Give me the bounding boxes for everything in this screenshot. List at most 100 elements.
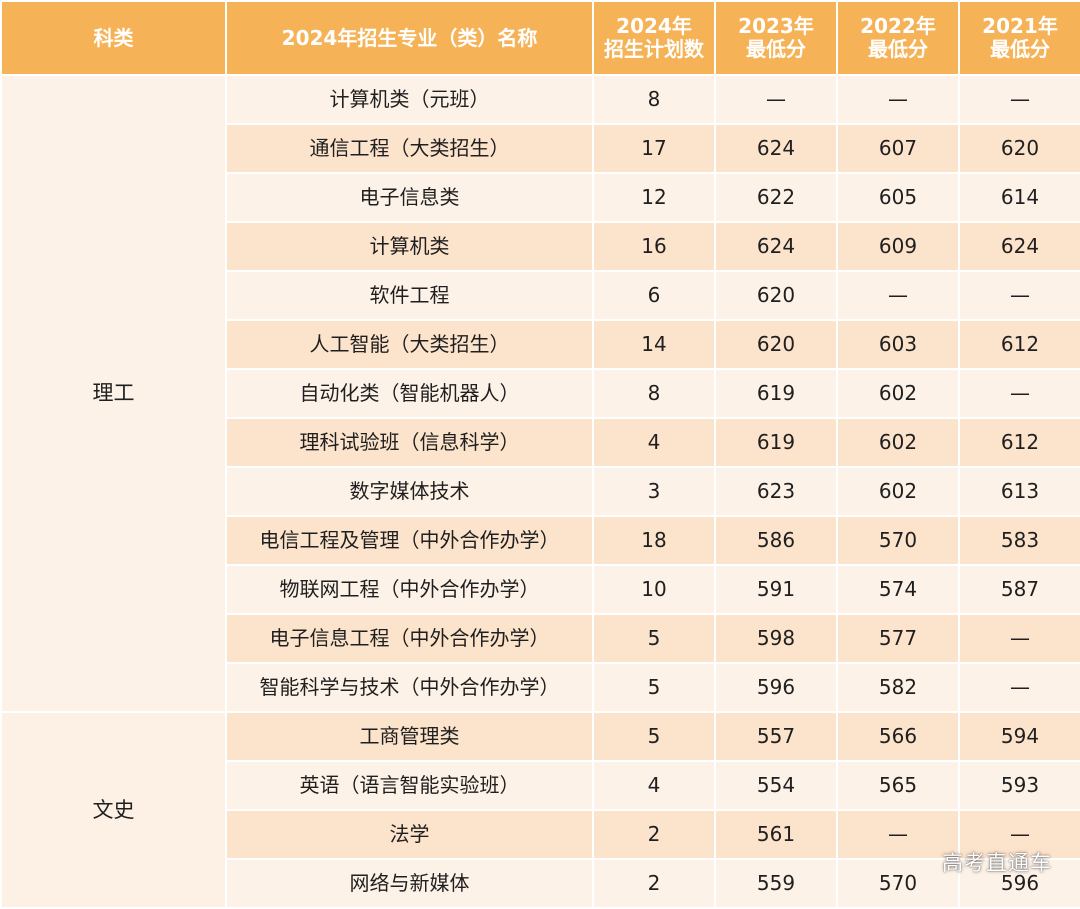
score-2022-cell: 602 bbox=[836, 466, 960, 517]
category-cell: 文史 bbox=[0, 711, 227, 909]
score-2023-cell: 559 bbox=[714, 858, 838, 909]
major-cell: 工商管理类 bbox=[225, 711, 594, 762]
score-2022-cell: 565 bbox=[836, 760, 960, 811]
table-row: 电子信息类 12 622 605 614 bbox=[1, 172, 1080, 223]
score-2022-cell: 603 bbox=[836, 319, 960, 370]
table-row: 自动化类（智能机器人） 8 619 602— bbox=[1, 368, 1080, 419]
major-cell: 网络与新媒体 bbox=[225, 858, 594, 909]
score-2023-cell: 596 bbox=[714, 662, 838, 713]
score-2021-cell: 620 bbox=[958, 123, 1080, 174]
score-2022-cell: 570 bbox=[836, 858, 960, 909]
score-2021-cell: 594 bbox=[958, 711, 1080, 762]
plan-cell: 3 bbox=[592, 466, 716, 517]
table-row: 文史 工商管理类 5 557 566 594 bbox=[0, 711, 1080, 909]
plan-cell: 2 bbox=[592, 858, 716, 909]
plan-cell: 6 bbox=[592, 270, 716, 321]
plan-cell: 5 bbox=[592, 613, 716, 664]
major-cell: 电信工程及管理（中外合作办学） bbox=[225, 515, 594, 566]
score-2023-cell: 623 bbox=[714, 466, 838, 517]
score-2021-cell: — bbox=[958, 270, 1080, 321]
major-cell: 软件工程 bbox=[225, 270, 594, 321]
table-row: 英语（语言智能实验班） 4 554 565 593 bbox=[1, 760, 1080, 811]
plan-cell: 8 bbox=[592, 74, 716, 125]
plan-cell: 16 bbox=[592, 221, 716, 272]
header-2022: 2022年 最低分 bbox=[836, 0, 960, 76]
major-cell: 数字媒体技术 bbox=[225, 466, 594, 517]
plan-cell: 4 bbox=[592, 760, 716, 811]
major-cell: 英语（语言智能实验班） bbox=[225, 760, 594, 811]
score-2021-cell: — bbox=[958, 809, 1080, 860]
score-2021-cell: 593 bbox=[958, 760, 1080, 811]
table-row: 物联网工程（中外合作办学） 10 591 574 587 bbox=[1, 564, 1080, 615]
major-cell: 自动化类（智能机器人） bbox=[225, 368, 594, 419]
plan-cell: 2 bbox=[592, 809, 716, 860]
score-2022-cell: 602 bbox=[836, 417, 960, 468]
score-2021-cell: — bbox=[958, 662, 1080, 713]
major-cell: 法学 bbox=[225, 809, 594, 860]
score-2021-cell: 612 bbox=[958, 319, 1080, 370]
table-row: 理工 计算机类（元班） 8— — — bbox=[0, 74, 1080, 713]
score-2023-cell: 624 bbox=[714, 221, 838, 272]
score-2023-cell: 622 bbox=[714, 172, 838, 223]
major-cell: 电子信息工程（中外合作办学） bbox=[225, 613, 594, 664]
table-row: 人工智能（大类招生） 14 620 603 612 bbox=[1, 319, 1080, 370]
score-2023-cell: 598 bbox=[714, 613, 838, 664]
table-row: 计算机类 16 624 609 624 bbox=[1, 221, 1080, 272]
score-2021-cell: 613 bbox=[958, 466, 1080, 517]
score-2022-cell: 609 bbox=[836, 221, 960, 272]
score-2021-cell: 624 bbox=[958, 221, 1080, 272]
score-2022-cell: — bbox=[836, 809, 960, 860]
table-body: 理工 计算机类（元班） 8— — — 通信工程（大类招生） 17 624 607 620 电子信息类… bbox=[0, 74, 1080, 909]
score-2022-cell: 570 bbox=[836, 515, 960, 566]
score-2021-cell: 596 bbox=[958, 858, 1080, 909]
score-2022-cell: 602 bbox=[836, 368, 960, 419]
score-2023-cell: 619 bbox=[714, 417, 838, 468]
score-2022-cell: 577 bbox=[836, 613, 960, 664]
major-cell: 理科试验班（信息科学） bbox=[225, 417, 594, 468]
score-2023-cell: 624 bbox=[714, 123, 838, 174]
table-row: 软件工程 6 620— — bbox=[1, 270, 1080, 321]
plan-cell: 12 bbox=[592, 172, 716, 223]
header-2023: 2023年 最低分 bbox=[714, 0, 838, 76]
table-row: 通信工程（大类招生） 17 624 607 620 bbox=[1, 123, 1080, 174]
score-2023-cell: 561 bbox=[714, 809, 838, 860]
header-major: 2024年招生专业（类）名称 bbox=[225, 0, 594, 76]
score-2022-cell: — bbox=[836, 74, 960, 125]
table-header-row: 科类 2024年招生专业（类）名称 2024年 招生计划数 2023年 最低分 … bbox=[0, 0, 1080, 76]
plan-cell: 5 bbox=[592, 711, 716, 762]
score-2022-cell: 605 bbox=[836, 172, 960, 223]
major-cell: 电子信息类 bbox=[225, 172, 594, 223]
score-2023-cell: 591 bbox=[714, 564, 838, 615]
score-2022-cell: — bbox=[836, 270, 960, 321]
header-2021: 2021年 最低分 bbox=[958, 0, 1080, 76]
plan-cell: 5 bbox=[592, 662, 716, 713]
watermark: 高考直通车 bbox=[942, 851, 1052, 875]
table-row: 电信工程及管理（中外合作办学） 18 586 570 583 bbox=[1, 515, 1080, 566]
plan-cell: 17 bbox=[592, 123, 716, 174]
table-row: 理科试验班（信息科学） 4 619 602 612 bbox=[1, 417, 1080, 468]
table-row: 网络与新媒体 2 559 570 596 bbox=[1, 858, 1080, 909]
score-2023-cell: 557 bbox=[714, 711, 838, 762]
score-2022-cell: 574 bbox=[836, 564, 960, 615]
header-plan: 2024年 招生计划数 bbox=[592, 0, 716, 76]
score-2023-cell: 619 bbox=[714, 368, 838, 419]
table-row: 法学 2 561— — bbox=[1, 809, 1080, 860]
score-2023-cell: 586 bbox=[714, 515, 838, 566]
major-cell: 人工智能（大类招生） bbox=[225, 319, 594, 370]
score-2022-cell: 607 bbox=[836, 123, 960, 174]
score-2021-cell: 587 bbox=[958, 564, 1080, 615]
score-2021-cell: — bbox=[958, 613, 1080, 664]
category-cell: 理工 bbox=[0, 74, 227, 713]
major-cell: 物联网工程（中外合作办学） bbox=[225, 564, 594, 615]
table-row: 数字媒体技术 3 623 602 613 bbox=[1, 466, 1080, 517]
score-2023-cell: — bbox=[714, 74, 838, 125]
table-row: 电子信息工程（中外合作办学） 5 598 577— bbox=[1, 613, 1080, 664]
plan-cell: 4 bbox=[592, 417, 716, 468]
major-cell: 通信工程（大类招生） bbox=[225, 123, 594, 174]
table-row: 智能科学与技术（中外合作办学） 5 596 582— bbox=[1, 662, 1080, 713]
plan-cell: 14 bbox=[592, 319, 716, 370]
score-2023-cell: 620 bbox=[714, 270, 838, 321]
score-2021-cell: 583 bbox=[958, 515, 1080, 566]
plan-cell: 10 bbox=[592, 564, 716, 615]
score-2021-cell: — bbox=[958, 368, 1080, 419]
